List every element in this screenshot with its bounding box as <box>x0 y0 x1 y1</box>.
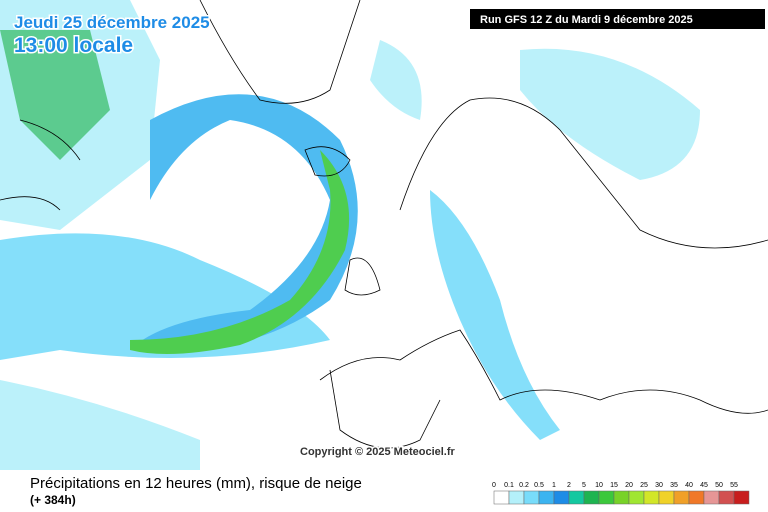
forecast-time: 13:00 locale <box>14 34 133 57</box>
coastline <box>199 0 361 104</box>
scale-swatch <box>568 490 585 505</box>
scale-swatch <box>613 490 630 505</box>
legend-subtitle: (+ 384h) <box>30 493 76 507</box>
coastline <box>319 329 768 414</box>
scale-swatch <box>718 490 735 505</box>
forecast-date: Jeudi 25 décembre 2025 <box>14 13 210 32</box>
scale-label: 50 <box>715 482 723 489</box>
scale-label: 0.1 <box>504 482 514 489</box>
scale-label: 30 <box>655 482 663 489</box>
scale-label: 20 <box>625 482 633 489</box>
scale-label: 0.5 <box>534 482 544 489</box>
scale-swatch <box>733 490 750 505</box>
scale-swatch <box>643 490 660 505</box>
precip-area <box>0 380 200 470</box>
scale-label: 45 <box>700 482 708 489</box>
scale-swatch <box>658 490 675 505</box>
color-scale: 0 0.1 0.2 0.5 1 2 5 10 15 20 25 30 35 40 45 50 55 <box>492 482 750 505</box>
scale-label: 25 <box>640 482 648 489</box>
scale-label: 0 <box>492 482 496 489</box>
run-label: Run GFS 12 Z du Mardi 9 décembre 2025 <box>480 14 693 26</box>
precipitation <box>0 0 700 470</box>
coastlines <box>0 0 768 449</box>
coastline <box>329 369 441 449</box>
scale-label: 2 <box>567 482 571 489</box>
coastline <box>344 257 381 296</box>
scale-label: 40 <box>685 482 693 489</box>
precip-area <box>370 40 422 120</box>
precip-area <box>430 190 560 440</box>
coastline <box>304 146 351 177</box>
scale-label: 35 <box>670 482 678 489</box>
scale-label: 55 <box>730 482 738 489</box>
scale-swatch <box>703 490 720 505</box>
scale-swatch <box>538 490 555 505</box>
copyright: Copyright © 2025 Meteociel.fr <box>300 446 456 458</box>
coastline <box>399 97 768 249</box>
scale-label: 1 <box>552 482 556 489</box>
scale-label: 0.2 <box>519 482 529 489</box>
scale-swatch <box>523 490 540 505</box>
precip-area <box>520 48 700 180</box>
scale-swatch <box>553 490 570 505</box>
scale-swatch <box>583 490 600 505</box>
scale-swatch <box>508 490 525 505</box>
scale-swatch <box>628 490 645 505</box>
legend-title: Précipitations en 12 heures (mm), risque… <box>30 475 362 492</box>
scale-label: 15 <box>610 482 618 489</box>
scale-label: 10 <box>595 482 603 489</box>
scale-swatch <box>673 490 690 505</box>
coastline <box>0 119 81 211</box>
scale-swatch <box>688 490 705 505</box>
precip-area <box>0 30 110 160</box>
run-box <box>470 9 765 29</box>
scale-swatch <box>493 490 510 505</box>
scale-swatch <box>598 490 615 505</box>
precip-area <box>130 150 350 354</box>
scale-label: 5 <box>582 482 586 489</box>
